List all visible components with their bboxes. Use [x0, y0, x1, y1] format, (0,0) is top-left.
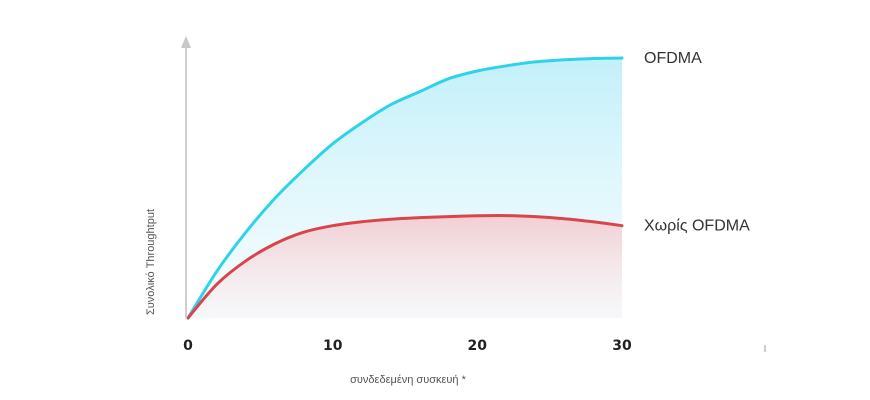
series-line-without-ofdma — [186, 214, 624, 320]
x-tick-label: 30 — [612, 338, 632, 354]
series-line-ofdma — [186, 56, 624, 320]
x-tick-label: 20 — [468, 338, 488, 354]
y-axis-arrow-icon — [181, 36, 191, 48]
x-axis-label: συνδεδεμένη συσκευή * — [350, 374, 466, 386]
y-axis-label: Συνολικό Throughtput — [145, 209, 157, 315]
x-tick-label: 10 — [323, 338, 343, 354]
x-tick-label: 0 — [183, 338, 193, 354]
series-label-ofdma: OFDMA — [644, 50, 702, 67]
series-label-without-ofdma: Χωρίς OFDMA — [644, 218, 750, 235]
series-area-without-ofdma — [188, 215, 622, 318]
